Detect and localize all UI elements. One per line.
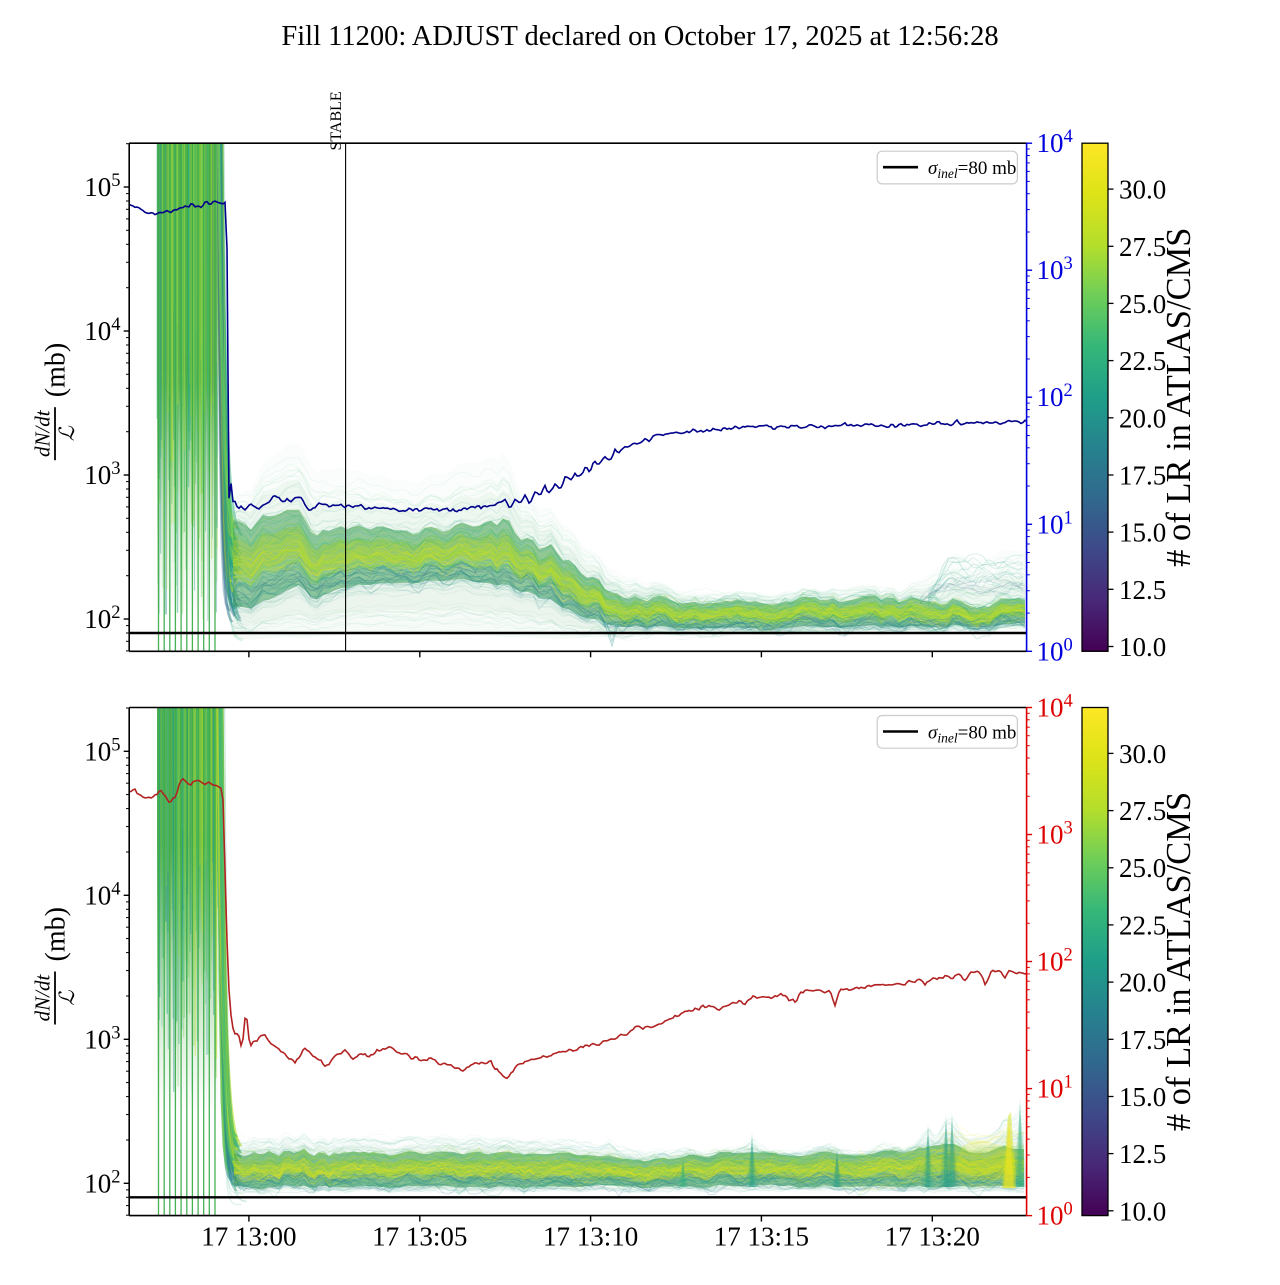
svg-text:17 13:05: 17 13:05 — [372, 1222, 467, 1252]
svg-text:30.0: 30.0 — [1119, 175, 1166, 205]
svg-text:Fill 11200: ADJUST declared on: Fill 11200: ADJUST declared on October 1… — [281, 21, 998, 52]
svg-text:17 13:15: 17 13:15 — [714, 1222, 809, 1252]
svg-text:STABLE: STABLE — [328, 91, 345, 150]
svg-text:σinel=80 mb: σinel=80 mb — [928, 158, 1016, 181]
svg-text:dN/dt: dN/dt — [31, 974, 55, 1022]
svg-text:20.0: 20.0 — [1119, 968, 1166, 998]
svg-text:25.0: 25.0 — [1119, 289, 1166, 319]
svg-text:ℒ: ℒ — [55, 990, 79, 1006]
svg-text:15.0: 15.0 — [1119, 518, 1166, 548]
svg-text:17 13:00: 17 13:00 — [201, 1222, 296, 1252]
svg-text:10.0: 10.0 — [1119, 1196, 1166, 1226]
svg-text:12.5: 12.5 — [1119, 1139, 1166, 1169]
svg-text:σinel=80 mb: σinel=80 mb — [928, 723, 1016, 746]
svg-text:(mb): (mb) — [41, 343, 72, 397]
svg-text:20.0: 20.0 — [1119, 403, 1166, 433]
svg-text:17 13:20: 17 13:20 — [885, 1222, 980, 1252]
svg-text:17.5: 17.5 — [1119, 1025, 1166, 1055]
svg-text:30.0: 30.0 — [1119, 739, 1166, 769]
svg-text:ℒ: ℒ — [55, 425, 79, 441]
svg-text:(mb): (mb) — [41, 907, 72, 961]
svg-text:15.0: 15.0 — [1119, 1082, 1166, 1112]
svg-text:# of LR in ATLAS/CMS: # of LR in ATLAS/CMS — [1160, 792, 1198, 1131]
svg-text:12.5: 12.5 — [1119, 575, 1166, 605]
svg-text:22.5: 22.5 — [1119, 910, 1166, 940]
svg-text:# of LR in ATLAS/CMS: # of LR in ATLAS/CMS — [1160, 228, 1198, 567]
svg-text:27.5: 27.5 — [1119, 796, 1166, 826]
svg-text:10.0: 10.0 — [1119, 632, 1166, 662]
svg-text:25.0: 25.0 — [1119, 853, 1166, 883]
svg-text:dN/dt: dN/dt — [31, 409, 55, 457]
svg-text:22.5: 22.5 — [1119, 346, 1166, 376]
svg-text:17.5: 17.5 — [1119, 461, 1166, 491]
svg-text:27.5: 27.5 — [1119, 232, 1166, 262]
svg-text:17 13:10: 17 13:10 — [543, 1222, 638, 1252]
